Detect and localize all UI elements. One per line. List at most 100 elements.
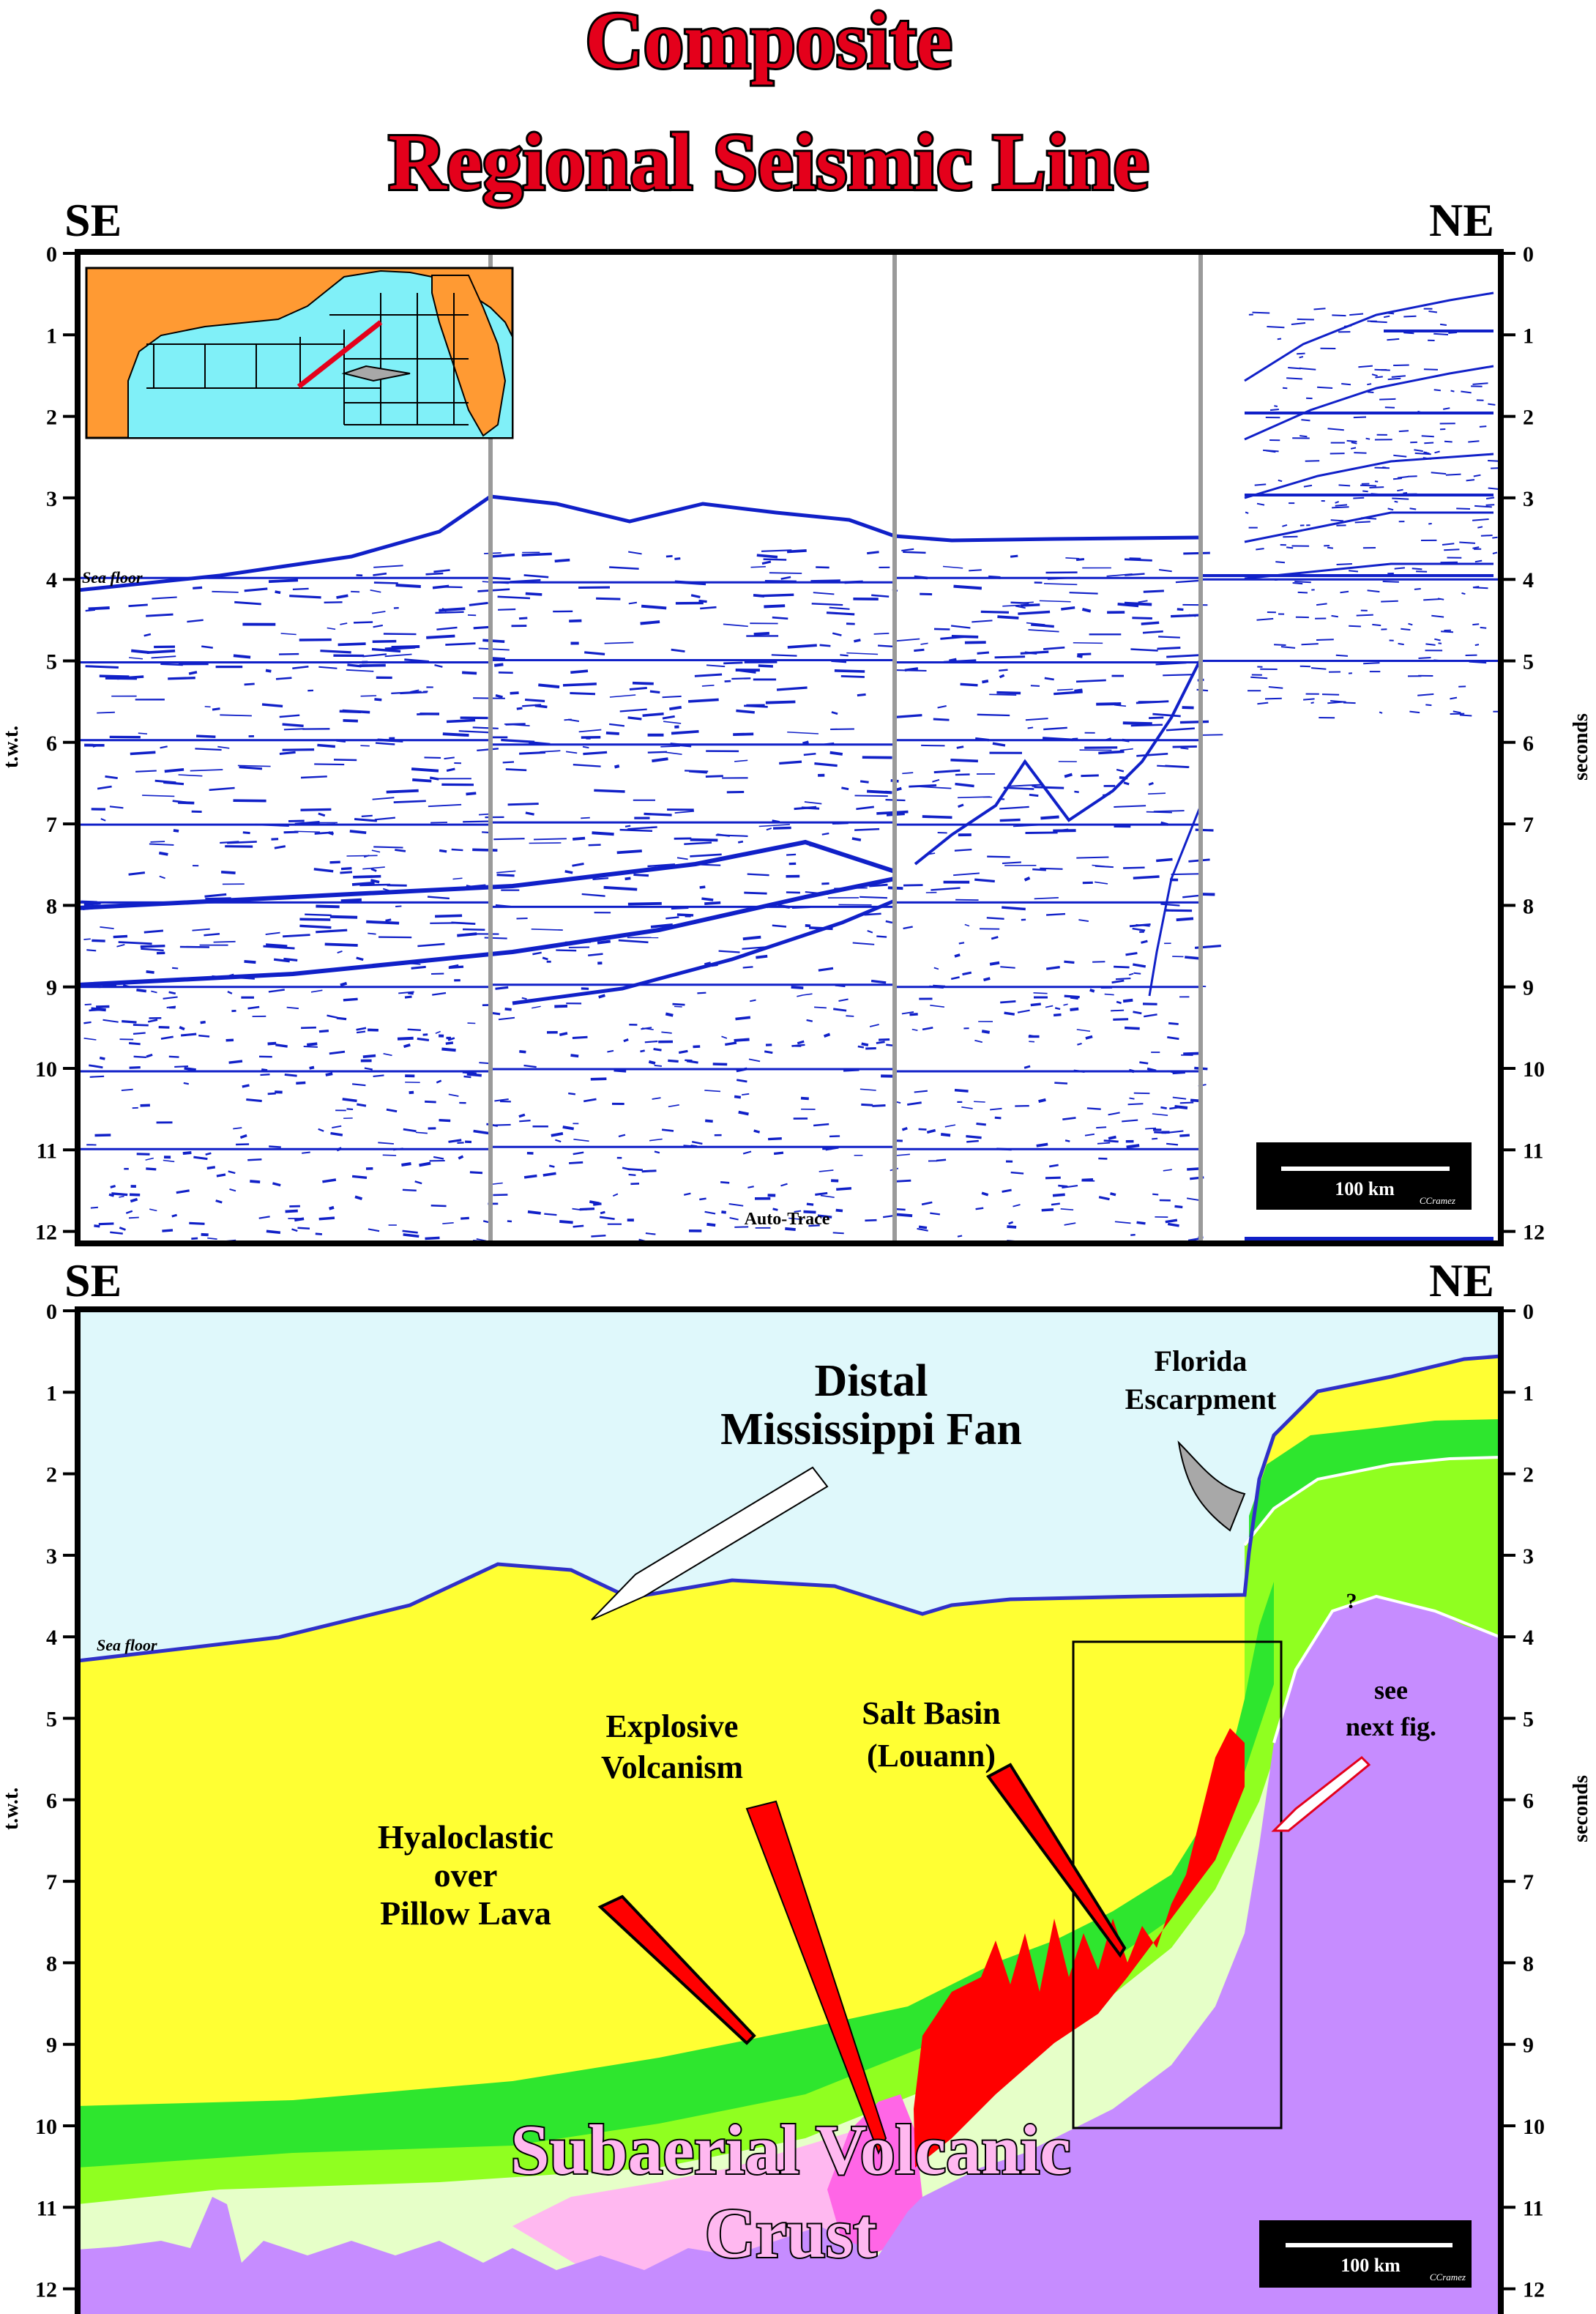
reflection-fragment xyxy=(833,1008,847,1012)
reflection-fragment xyxy=(246,1098,262,1103)
reflection-fragment xyxy=(184,1066,196,1071)
reflection-fragment xyxy=(278,652,299,655)
reflection-fragment xyxy=(427,896,450,900)
reflection-fragment xyxy=(495,986,509,990)
reflection-fragment xyxy=(332,1125,342,1129)
reflection-fragment xyxy=(612,1193,619,1197)
reflection-fragment xyxy=(1044,677,1054,681)
reflection-fragment xyxy=(279,751,296,756)
reflection-fragment xyxy=(529,741,551,746)
reflection-fragment xyxy=(609,566,639,570)
reflection-fragment xyxy=(193,1156,208,1161)
reflection-fragment xyxy=(921,1201,933,1206)
reflection-fragment xyxy=(920,786,952,789)
reflection-fragment xyxy=(133,1032,146,1035)
reflection-fragment xyxy=(588,953,603,957)
reflection-fragment xyxy=(1136,700,1169,704)
reflection-fragment xyxy=(1179,1101,1194,1104)
reflection-fragment xyxy=(233,654,251,659)
reflection-fragment xyxy=(668,1059,679,1063)
reflection-fragment xyxy=(554,558,570,563)
reflection-fragment xyxy=(922,1027,933,1031)
reflection-fragment xyxy=(556,949,577,952)
title-line-1: Composite xyxy=(585,0,952,85)
reflection-fragment xyxy=(1116,768,1125,773)
map-arrow xyxy=(341,365,411,382)
reflection-fragment xyxy=(339,710,362,713)
reflection-fragment xyxy=(772,819,780,824)
reflection-fragment xyxy=(1155,662,1187,666)
reflection-fragment xyxy=(384,645,416,651)
reflection-fragment xyxy=(961,1106,973,1109)
top-credit: CCramez xyxy=(1420,1195,1455,1206)
reflection-fragment xyxy=(523,1174,537,1179)
reflection-fragment xyxy=(128,1216,139,1219)
reflection-fragment xyxy=(999,669,1008,671)
reflection-fragment xyxy=(705,775,723,778)
reflection-fragment xyxy=(1160,903,1180,907)
reflection-fragment xyxy=(1160,1106,1167,1109)
reflection-fragment xyxy=(1152,1113,1168,1116)
reflection-fragment xyxy=(1108,1135,1116,1140)
reflection-fragment xyxy=(354,1195,363,1200)
reflection-fragment xyxy=(255,823,289,827)
reflection-fragment xyxy=(519,751,546,755)
reflection-fragment xyxy=(1370,321,1387,324)
reflection-fragment xyxy=(375,742,395,745)
reflection-fragment xyxy=(540,750,561,753)
reflection-fragment xyxy=(761,549,792,552)
reflection-fragment xyxy=(462,928,485,931)
reflection-fragment xyxy=(1033,992,1048,994)
reflection-fragment xyxy=(591,1235,606,1238)
reflection-fragment xyxy=(374,698,382,702)
reflection-fragment xyxy=(1060,1208,1074,1210)
reflection-fragment xyxy=(1297,318,1314,321)
reflection-fragment xyxy=(542,956,548,961)
reflection-fragment xyxy=(532,1005,541,1009)
reflection-fragment xyxy=(896,1213,913,1218)
reflection-fragment xyxy=(1331,614,1338,618)
reflection-fragment xyxy=(327,627,336,630)
reflection-fragment xyxy=(172,967,179,970)
reflection-fragment xyxy=(521,997,527,1000)
reflection-fragment xyxy=(258,1216,270,1219)
reflection-fragment xyxy=(495,904,511,908)
reflection-fragment xyxy=(482,581,509,584)
reflection-fragment xyxy=(171,1213,178,1218)
reflection-fragment xyxy=(140,945,165,948)
reflection-fragment xyxy=(1043,726,1067,731)
reflection-fragment xyxy=(1104,993,1114,996)
reflection-fragment xyxy=(94,1134,111,1137)
reflection-fragment xyxy=(1381,600,1398,603)
reflection-fragment xyxy=(351,1083,366,1087)
reflection-fragment xyxy=(1133,1092,1150,1095)
reflection-fragment xyxy=(317,743,336,748)
reflection-fragment xyxy=(627,716,642,721)
reflection-fragment xyxy=(573,1224,584,1228)
reflection-fragment xyxy=(1367,589,1380,593)
reflection-fragment xyxy=(1492,536,1498,539)
reflection-fragment xyxy=(160,1035,174,1040)
reflection-fragment xyxy=(1045,965,1060,970)
reflection-fragment xyxy=(750,565,766,568)
reflection-fragment xyxy=(943,659,977,663)
reflection-fragment xyxy=(1054,1007,1061,1011)
reflection-fragment xyxy=(641,604,667,610)
reflection-fragment xyxy=(836,1187,852,1191)
reflection-fragment xyxy=(841,786,849,791)
reflection-fragment xyxy=(1002,861,1021,865)
reflection-fragment xyxy=(149,1208,157,1212)
reflection-fragment xyxy=(665,751,682,755)
reflection-fragment xyxy=(315,1232,323,1235)
reflection-fragment xyxy=(318,1030,329,1033)
reflection-fragment xyxy=(146,1053,153,1058)
reflection-fragment xyxy=(753,1129,761,1134)
reflection-fragment xyxy=(209,786,235,792)
reflection-fragment xyxy=(649,690,660,694)
reflection-fragment xyxy=(1143,589,1164,593)
reflection-fragment xyxy=(415,1131,428,1134)
reflection-fragment xyxy=(1403,315,1417,318)
reflection-fragment xyxy=(581,816,590,819)
reflection-fragment xyxy=(734,759,748,762)
reflection-fragment xyxy=(1250,676,1268,680)
